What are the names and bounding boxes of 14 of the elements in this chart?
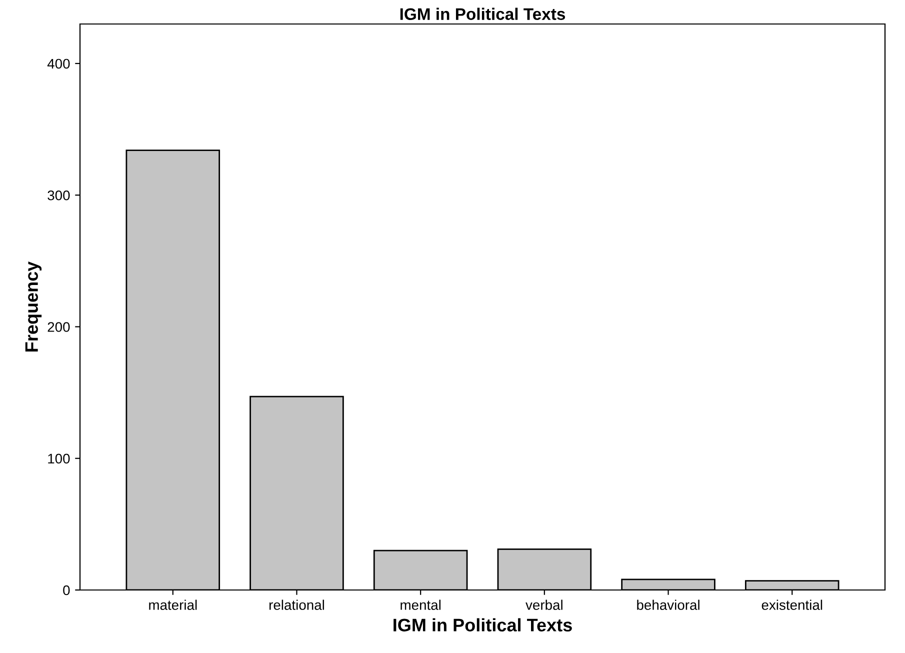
y-tick-label: 300: [48, 190, 70, 200]
x-tick-label: material: [149, 600, 197, 610]
y-tick-label: 200: [48, 322, 70, 332]
y-tick-label: 400: [47, 58, 70, 69]
x-axis-title: IGM in Political Texts: [394, 618, 572, 632]
y-tick-label: 0: [63, 585, 70, 596]
x-tick-label: verbal: [526, 600, 562, 610]
x-tick-label: existential: [762, 600, 822, 610]
x-tick-label: relational: [269, 600, 324, 610]
x-tick-label: mental: [400, 600, 440, 610]
y-axis-title: Frequency: [25, 261, 42, 352]
y-tick-label: 100: [48, 454, 70, 464]
x-tick-label: behavioral: [637, 600, 700, 610]
chart-title: IGM in Political Texts: [400, 8, 566, 20]
